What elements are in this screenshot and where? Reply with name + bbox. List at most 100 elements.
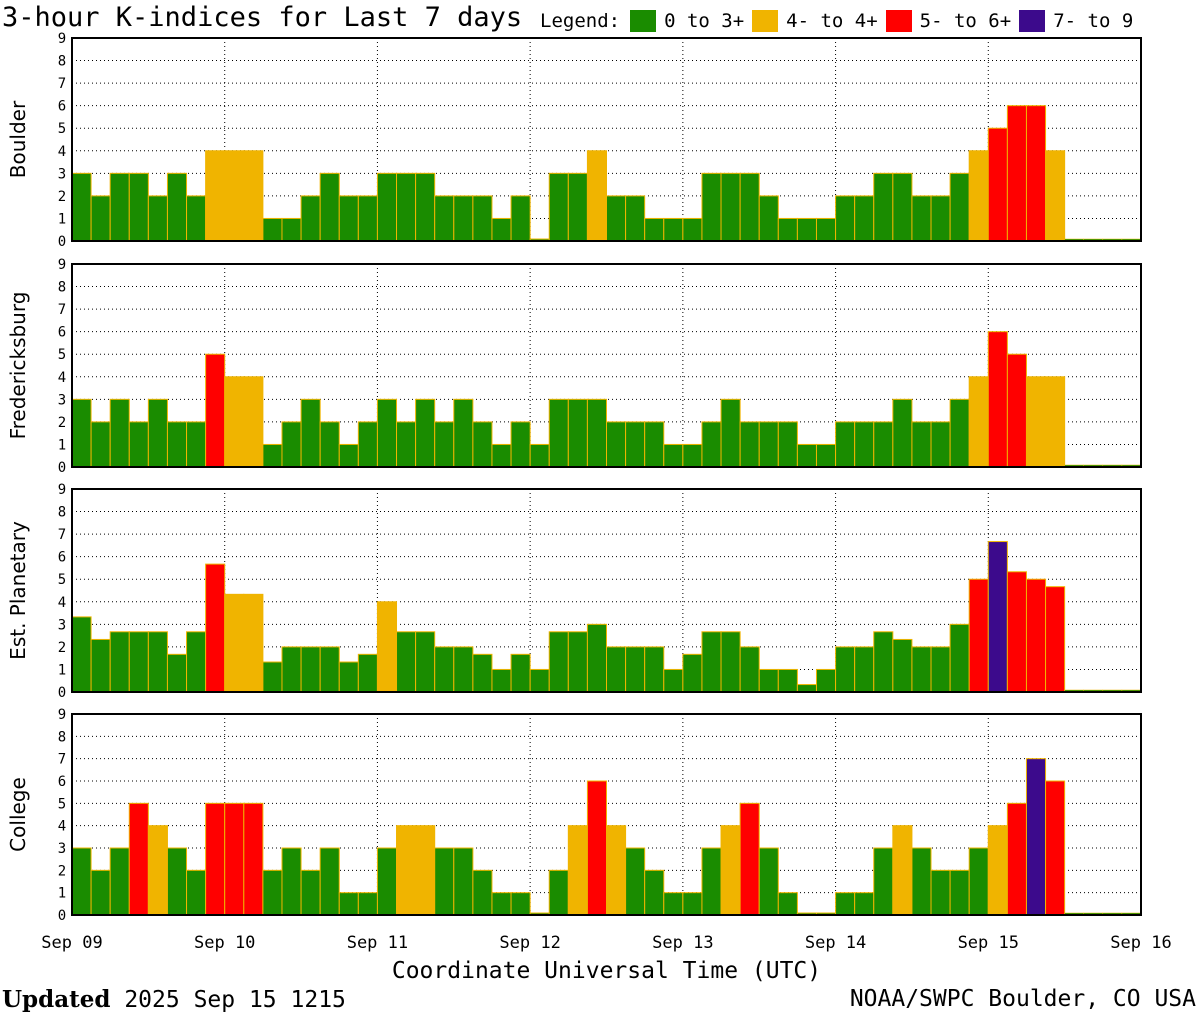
bar-fredericksburg bbox=[243, 376, 264, 468]
bar-college bbox=[300, 869, 321, 916]
bar-fredericksburg bbox=[758, 421, 779, 468]
x-tick-label: Sep 13 bbox=[652, 933, 713, 953]
bar-college bbox=[166, 847, 188, 916]
bar-est-planetary bbox=[281, 646, 302, 693]
y-tick-label: 5 bbox=[58, 121, 66, 137]
bar-boulder bbox=[663, 217, 684, 242]
legend-swatch-green bbox=[630, 10, 657, 32]
bar-fredericksburg bbox=[548, 398, 569, 468]
bar-college bbox=[548, 869, 569, 916]
bar-est-planetary bbox=[1006, 571, 1027, 693]
bar-college bbox=[720, 825, 741, 916]
bar-est-planetary bbox=[472, 653, 493, 693]
bar-college bbox=[625, 847, 646, 916]
bar-boulder bbox=[548, 172, 569, 242]
bar-est-planetary bbox=[338, 661, 359, 693]
bar-est-planetary bbox=[796, 684, 817, 693]
bar-fredericksburg bbox=[720, 398, 741, 468]
bar-boulder bbox=[892, 172, 913, 242]
bar-fredericksburg bbox=[567, 398, 588, 468]
bar-boulder bbox=[758, 195, 779, 242]
bar-boulder bbox=[1006, 105, 1027, 242]
bar-fredericksburg bbox=[109, 398, 130, 468]
bar-boulder bbox=[186, 195, 207, 242]
bar-fredericksburg bbox=[376, 398, 398, 468]
bar-college bbox=[128, 802, 149, 916]
bar-fredericksburg bbox=[1025, 376, 1047, 468]
bar-college bbox=[224, 802, 245, 916]
bar-fredericksburg bbox=[854, 421, 875, 468]
bar-college bbox=[644, 869, 665, 916]
bar-fredericksburg bbox=[873, 421, 894, 468]
x-tick-label: Sep 15 bbox=[958, 933, 1019, 953]
bar-college bbox=[911, 847, 932, 916]
bar-college bbox=[758, 847, 779, 916]
bar-est-planetary bbox=[586, 623, 607, 693]
y-tick-label: 9 bbox=[58, 707, 66, 723]
bar-college bbox=[949, 869, 970, 916]
bar-est-planetary bbox=[911, 646, 932, 693]
bar-est-planetary bbox=[625, 646, 646, 693]
bar-boulder bbox=[90, 195, 111, 242]
credit-footer: NOAA/SWPC Boulder, CO USA bbox=[849, 986, 1196, 1012]
bar-fredericksburg bbox=[71, 398, 92, 468]
bar-est-planetary bbox=[1045, 586, 1066, 693]
bar-est-planetary bbox=[606, 646, 627, 693]
bar-fredericksburg bbox=[147, 398, 168, 468]
bar-boulder bbox=[396, 172, 417, 242]
bar-college bbox=[90, 869, 111, 916]
x-axis-title: Coordinate Universal Time (UTC) bbox=[392, 958, 821, 984]
k-index-chart: 0 1 2 3 4 5 6 7 8 9 Boulder 0 1 2 3 4 5 6 7 8 9 Fredericksbur… bbox=[6, 31, 1172, 984]
legend-swatch-purple bbox=[1019, 10, 1046, 32]
x-tick-label: Sep 14 bbox=[805, 933, 866, 953]
bar-fredericksburg bbox=[186, 421, 207, 468]
y-tick-label: 2 bbox=[58, 640, 66, 656]
bar-boulder bbox=[796, 217, 817, 242]
bar-boulder bbox=[147, 195, 168, 242]
bar-fredericksburg bbox=[319, 421, 340, 468]
bar-est-planetary bbox=[262, 661, 283, 693]
y-tick-label: 6 bbox=[58, 550, 66, 566]
bar-college bbox=[491, 892, 512, 916]
bar-fredericksburg bbox=[262, 443, 283, 468]
bar-fredericksburg bbox=[682, 443, 703, 468]
y-tick-label: 9 bbox=[58, 257, 66, 273]
bar-est-planetary bbox=[854, 646, 875, 693]
bar-boulder bbox=[415, 172, 436, 242]
bar-boulder bbox=[128, 172, 149, 242]
bar-est-planetary bbox=[510, 653, 531, 693]
bar-boulder bbox=[71, 172, 92, 242]
bar-est-planetary bbox=[319, 646, 340, 693]
bar-boulder bbox=[166, 172, 188, 242]
bar-boulder bbox=[854, 195, 875, 242]
bar-boulder bbox=[243, 150, 264, 242]
bar-fredericksburg bbox=[281, 421, 302, 468]
bar-boulder bbox=[987, 127, 1008, 242]
bar-fredericksburg bbox=[911, 421, 932, 468]
x-tick-label: Sep 16 bbox=[1110, 933, 1171, 953]
bar-est-planetary bbox=[415, 631, 436, 693]
bar-fredericksburg bbox=[815, 443, 837, 468]
bar-est-planetary bbox=[739, 646, 760, 693]
bar-fredericksburg bbox=[338, 443, 359, 468]
bar-college bbox=[510, 892, 531, 916]
y-tick-label: 8 bbox=[58, 729, 66, 745]
bar-fredericksburg bbox=[472, 421, 493, 468]
x-tick-label: Sep 11 bbox=[347, 933, 408, 953]
y-tick-label: 0 bbox=[58, 685, 66, 701]
bar-boulder bbox=[357, 195, 378, 242]
updated-value: 2025 Sep 15 1215 bbox=[124, 987, 346, 1013]
legend-swatch-red bbox=[885, 10, 912, 32]
bar-college bbox=[357, 892, 378, 916]
updated-label: Updated bbox=[2, 986, 111, 1013]
y-tick-label: 3 bbox=[58, 166, 66, 182]
bar-college bbox=[854, 892, 875, 916]
bar-boulder bbox=[281, 217, 302, 242]
bar-college bbox=[930, 869, 951, 916]
bar-est-planetary bbox=[434, 646, 455, 693]
bar-boulder bbox=[224, 150, 245, 242]
bar-boulder bbox=[453, 195, 474, 242]
bar-college bbox=[663, 892, 684, 916]
chart-title: 3-hour K-indices for Last 7 days bbox=[2, 2, 523, 33]
bar-college bbox=[262, 869, 283, 916]
